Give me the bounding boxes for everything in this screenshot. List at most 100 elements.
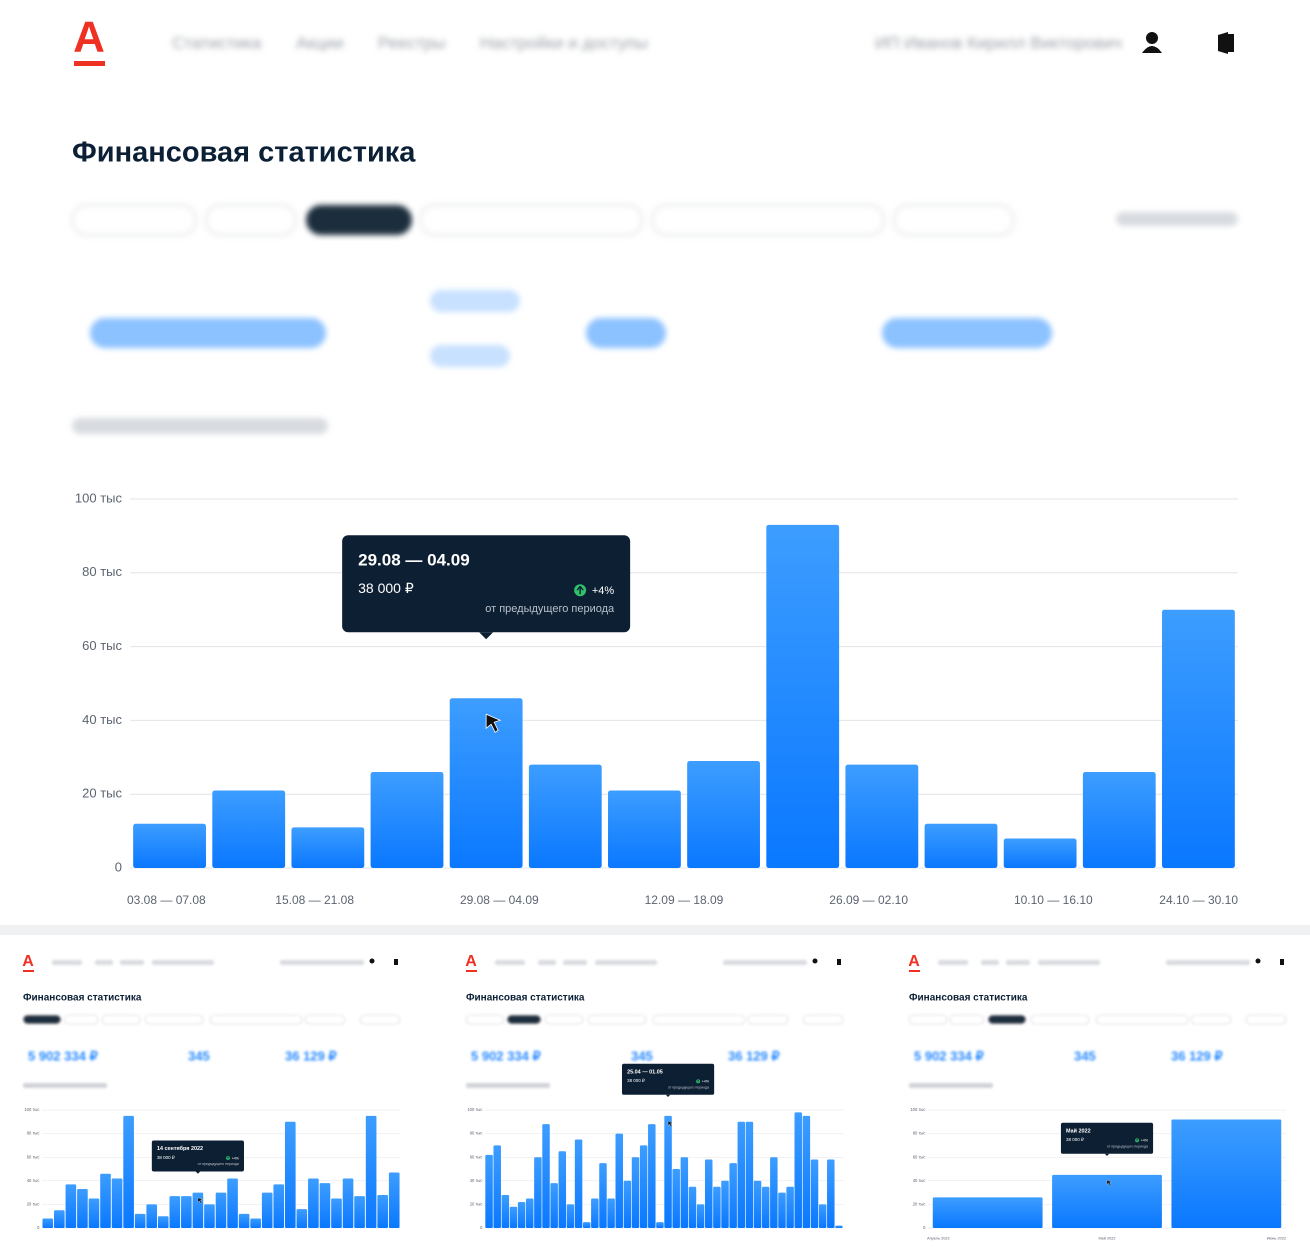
thumb-nav: [52, 960, 82, 965]
tooltip-note: от предыдущего периода: [1107, 1144, 1148, 1148]
chip[interactable]: [893, 204, 1015, 236]
tooltip-arrow: [195, 1171, 201, 1174]
nav-item[interactable]: Акции: [296, 33, 344, 52]
bar: [599, 1163, 607, 1228]
bar: [215, 1192, 227, 1228]
bar: [566, 1204, 575, 1228]
y-tick-label: 0: [480, 1225, 483, 1230]
y-tick-label: 60 тыс: [82, 638, 122, 653]
bar: [542, 1124, 550, 1228]
bar: [778, 1192, 786, 1228]
cursor: [667, 1120, 673, 1127]
bar: [924, 823, 998, 868]
bar: [77, 1189, 88, 1228]
thumb-chip: [544, 1014, 584, 1025]
thumb-chip: [1095, 1014, 1189, 1025]
card-value: [90, 318, 326, 348]
bar: [696, 1204, 705, 1228]
y-tick-label: 60 тыс: [470, 1154, 483, 1159]
tooltip-note: от предыдущего периода: [485, 603, 615, 615]
thumb-logo: А: [908, 953, 920, 970]
tooltip-box: [151, 1140, 244, 1172]
thumb-stat: 36 129 ₽: [285, 1048, 337, 1063]
bar: [582, 1222, 591, 1228]
thumb-chip: [506, 1014, 542, 1025]
logout-icon[interactable]: [1218, 32, 1234, 54]
chip[interactable]: [419, 204, 643, 236]
bar: [111, 1178, 123, 1228]
bar: [574, 1139, 583, 1228]
nav-item[interactable]: Реестры: [378, 33, 445, 52]
bar: [631, 1157, 640, 1228]
thumb-title: Финансовая статистика: [23, 993, 142, 1004]
bar: [227, 1178, 238, 1228]
bar: [680, 1157, 689, 1228]
thumb-exit-icon: [1280, 959, 1284, 965]
tooltip-box: [1060, 1122, 1154, 1154]
bar: [558, 1151, 567, 1228]
bar: [296, 1209, 308, 1228]
thumb-chip: [1245, 1014, 1287, 1025]
bar: [766, 524, 840, 868]
nav-item[interactable]: Настройки и доступы: [480, 33, 648, 52]
bar: [802, 1115, 811, 1228]
bar: [656, 1222, 664, 1228]
logo[interactable]: А: [73, 13, 105, 62]
y-tick-label: 0: [923, 1225, 926, 1230]
bar: [835, 1225, 843, 1228]
bar: [639, 1145, 648, 1228]
chip[interactable]: [651, 204, 885, 236]
tooltip-value: 38 000 ₽: [627, 1078, 645, 1083]
thumb-updated: [466, 1083, 550, 1088]
bar: [123, 1115, 134, 1228]
card-value: [586, 318, 666, 348]
bar: [688, 1186, 697, 1228]
chip[interactable]: [205, 204, 297, 236]
tooltip: 14 сентября 2022 38 000 ₽ +4% от предыдущег…: [151, 1140, 244, 1174]
thumb-chip: [908, 1014, 948, 1025]
bar: [932, 1197, 1043, 1228]
thumb-chip: [101, 1014, 141, 1025]
tooltip-title: 14 сентября 2022: [157, 1145, 203, 1152]
y-tick-label: 60 тыс: [913, 1154, 926, 1159]
tooltip-arrow: [1104, 1153, 1110, 1157]
bar: [770, 1157, 778, 1228]
thumb-chip: [587, 1014, 647, 1025]
bar: [721, 1180, 729, 1228]
thumb-chip: [144, 1014, 204, 1025]
bar: [493, 1145, 501, 1228]
thumb-logo: А: [465, 953, 477, 970]
change-arrow: [226, 1156, 230, 1160]
bar: [181, 1196, 192, 1228]
x-tick-label: Июнь 2022: [1267, 1237, 1286, 1241]
change-arrow: [576, 585, 584, 595]
thumb-chip: [465, 1014, 505, 1025]
y-tick-label: 80 тыс: [470, 1131, 483, 1136]
icon-part: [1142, 46, 1162, 53]
thumb-chip: [1190, 1014, 1232, 1025]
thumb-logo: А: [22, 953, 34, 970]
y-tick-label: 100 тыс: [75, 490, 123, 505]
chip[interactable]: [306, 205, 412, 235]
tooltip-arrow: [665, 1094, 671, 1098]
bar: [753, 1180, 762, 1228]
thumb-nav: [1038, 960, 1100, 965]
thumb-user-icon: [369, 958, 375, 964]
chip[interactable]: [71, 204, 197, 236]
y-tick-label: 40 тыс: [470, 1178, 483, 1183]
y-tick-label: 20 тыс: [470, 1201, 483, 1206]
nav-item[interactable]: Статистика: [172, 33, 262, 52]
tooltip-box: [621, 1063, 715, 1095]
tooltip-change: +4%: [592, 585, 615, 597]
user-icon[interactable]: [1142, 32, 1162, 53]
x-tick-label: 12.09 — 18.09: [645, 893, 724, 907]
nav: Статистика Акции Реестры Настройки и дос…: [172, 33, 1122, 52]
bar: [1171, 1119, 1282, 1228]
thumb-chip: [652, 1014, 746, 1025]
reset[interactable]: [1116, 212, 1238, 226]
bar: [591, 1198, 599, 1228]
thumb-updated: [909, 1083, 993, 1088]
thumb-chip: [1030, 1014, 1090, 1025]
bar: [157, 1216, 169, 1228]
thumb-stat: 345: [631, 1048, 653, 1063]
